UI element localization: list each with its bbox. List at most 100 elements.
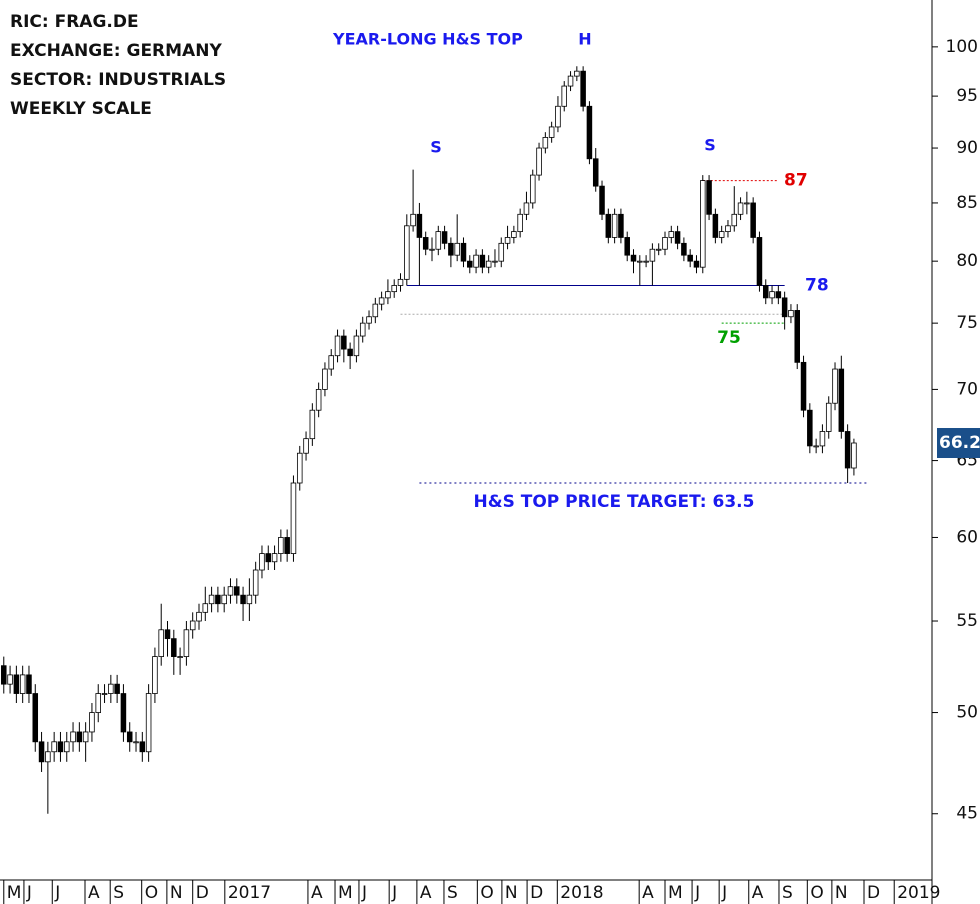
candle-body <box>240 594 246 605</box>
candle-body <box>366 316 372 324</box>
info-line: EXCHANGE: GERMANY <box>10 41 222 61</box>
x-tick-label: J <box>361 883 367 903</box>
y-tick-label: 70 <box>956 379 978 399</box>
candle-body <box>265 553 272 563</box>
candle-body <box>234 586 240 596</box>
x-tick-label: D <box>196 883 209 903</box>
candle-body <box>548 126 555 138</box>
candle-body <box>26 674 32 694</box>
candle-body <box>309 409 316 440</box>
candle-body <box>662 237 668 250</box>
candle-body <box>108 683 114 694</box>
candle-body <box>158 629 164 657</box>
candle-body <box>807 409 813 447</box>
candle-body <box>271 553 278 563</box>
candle-body <box>133 741 139 744</box>
candle-body <box>712 213 719 238</box>
candle-body <box>523 202 530 215</box>
y-tick-label: 75 <box>956 313 978 333</box>
x-tick-label: M <box>7 883 22 903</box>
candle-body <box>45 751 51 763</box>
candle-body <box>655 248 662 251</box>
last-price-badge <box>937 428 980 459</box>
x-tick-label: A <box>752 883 764 903</box>
x-tick-label: O <box>145 883 158 903</box>
info-line: WEEKLY SCALE <box>10 99 152 119</box>
candle-body <box>574 70 580 77</box>
candle-body <box>221 594 227 605</box>
y-tick-label: 90 <box>956 138 978 158</box>
candle-body <box>359 322 366 337</box>
candle-body <box>322 368 328 390</box>
candle-body <box>529 174 536 204</box>
candle-body <box>788 310 794 318</box>
candle-body <box>586 105 593 160</box>
x-tick-label: A <box>420 883 432 903</box>
x-tick-label: D <box>867 883 880 903</box>
candle-body <box>296 452 303 484</box>
candle-body <box>152 656 158 694</box>
candle-body <box>139 741 146 753</box>
candle-body <box>700 180 706 268</box>
x-tick-label: A <box>88 883 100 903</box>
level-label: 87 <box>784 171 808 191</box>
candle-body <box>504 237 511 244</box>
candle-body <box>410 213 416 227</box>
x-tick-label: A <box>642 883 654 903</box>
x-tick-label: M <box>668 883 683 903</box>
candle-body <box>208 594 215 605</box>
candle-body <box>479 254 486 268</box>
candle-body <box>775 291 782 299</box>
candle-body <box>492 260 498 263</box>
candle-body <box>825 402 832 432</box>
candle-body <box>618 213 624 238</box>
candle-body <box>485 260 492 268</box>
candle-body <box>706 180 712 215</box>
x-tick-label: 2017 <box>228 883 271 903</box>
x-tick-label: 2018 <box>560 883 603 903</box>
candle-body <box>611 213 618 238</box>
candle-body <box>687 254 693 262</box>
pattern-label: S <box>704 136 716 155</box>
candle-body <box>303 438 309 454</box>
candle-body <box>813 445 819 448</box>
pattern-label: H <box>578 30 591 49</box>
info-line: SECTOR: INDUSTRIALS <box>10 70 226 90</box>
candle-body <box>561 85 567 107</box>
candle-body <box>284 537 290 554</box>
y-tick-label: 50 <box>956 703 978 723</box>
x-tick-label: 2019 <box>897 883 940 903</box>
candle-body <box>643 260 649 263</box>
candle-body <box>1 665 7 685</box>
candle-body <box>315 389 322 411</box>
candle-body <box>259 553 265 571</box>
candle-body <box>397 278 404 286</box>
candle-body <box>126 731 133 743</box>
candle-body <box>819 431 826 447</box>
candle-body <box>82 731 89 743</box>
candle-body <box>668 231 675 238</box>
candle-body <box>731 213 738 227</box>
x-tick-label: J <box>694 883 700 903</box>
chart-title: YEAR-LONG H&S TOP <box>332 30 523 49</box>
candle-body <box>164 629 171 640</box>
candle-body <box>800 361 807 411</box>
x-tick-label: M <box>338 883 353 903</box>
candle-body <box>95 693 101 713</box>
candle-body <box>341 335 347 350</box>
y-tick-label: 60 <box>956 527 978 547</box>
candle-body <box>599 185 605 215</box>
candle-body <box>290 482 297 554</box>
candle-body <box>838 368 845 432</box>
candle-body <box>498 242 505 262</box>
candle-body <box>693 260 700 268</box>
candle-body <box>718 231 725 238</box>
candle-body <box>101 693 108 695</box>
candle-body <box>252 569 259 596</box>
candle-body <box>404 225 410 280</box>
y-tick-label: 45 <box>956 804 978 824</box>
candle-body <box>13 674 20 694</box>
x-tick-label: O <box>810 883 823 903</box>
candle-body <box>441 231 448 244</box>
candle-body <box>70 731 76 743</box>
